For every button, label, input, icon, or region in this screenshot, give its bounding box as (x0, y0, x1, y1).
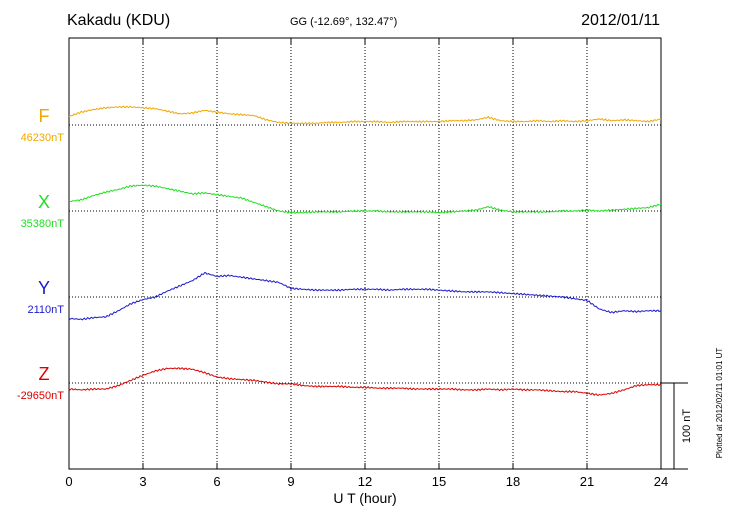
series-line-x (68, 184, 662, 214)
series-baseline-label-x: 35380nT (21, 218, 65, 230)
plot-date: 2012/01/11 (581, 12, 660, 29)
scale-bar-label: 100 nT (681, 409, 693, 444)
series-baseline-label-y: 2110nT (28, 304, 65, 316)
x-tick-label: 9 (287, 474, 294, 489)
side-note: Plotted at 2012/02/11 01:01 UT (715, 348, 724, 459)
x-tick-label: 24 (654, 474, 668, 489)
series-baseline-label-z: -29650nT (17, 390, 64, 402)
x-tick-label: 18 (506, 474, 520, 489)
x-tick-label: 0 (65, 474, 72, 489)
axis-layer (68, 37, 662, 470)
label-layer: 0 3 6 9 12 15 18 21 24 F 46230nT X 35380nT Y 2110nT Z -2… (17, 106, 668, 489)
station-title: Kakadu (KDU) (67, 12, 171, 29)
series-name-x: X (38, 192, 50, 212)
x-tick-label: 3 (139, 474, 146, 489)
series-layer (68, 105, 662, 396)
series-name-y: Y (38, 278, 50, 298)
x-tick-label: 12 (358, 474, 372, 489)
x-axis-label: U T (hour) (333, 490, 396, 506)
station-coordinates: GG (-12.69°, 132.47°) (290, 16, 398, 28)
series-name-z: Z (39, 364, 50, 384)
series-line-f (68, 105, 662, 125)
series-name-f: F (39, 106, 50, 126)
series-line-y (68, 271, 662, 321)
x-tick-label: 6 (213, 474, 220, 489)
series-line-z (68, 367, 662, 396)
grid-layer (69, 38, 661, 469)
scale-bar: 100 nT (660, 382, 693, 470)
series-baseline-label-f: 46230nT (21, 132, 65, 144)
x-tick-label: 21 (580, 474, 594, 489)
x-tick-label: 15 (432, 474, 446, 489)
